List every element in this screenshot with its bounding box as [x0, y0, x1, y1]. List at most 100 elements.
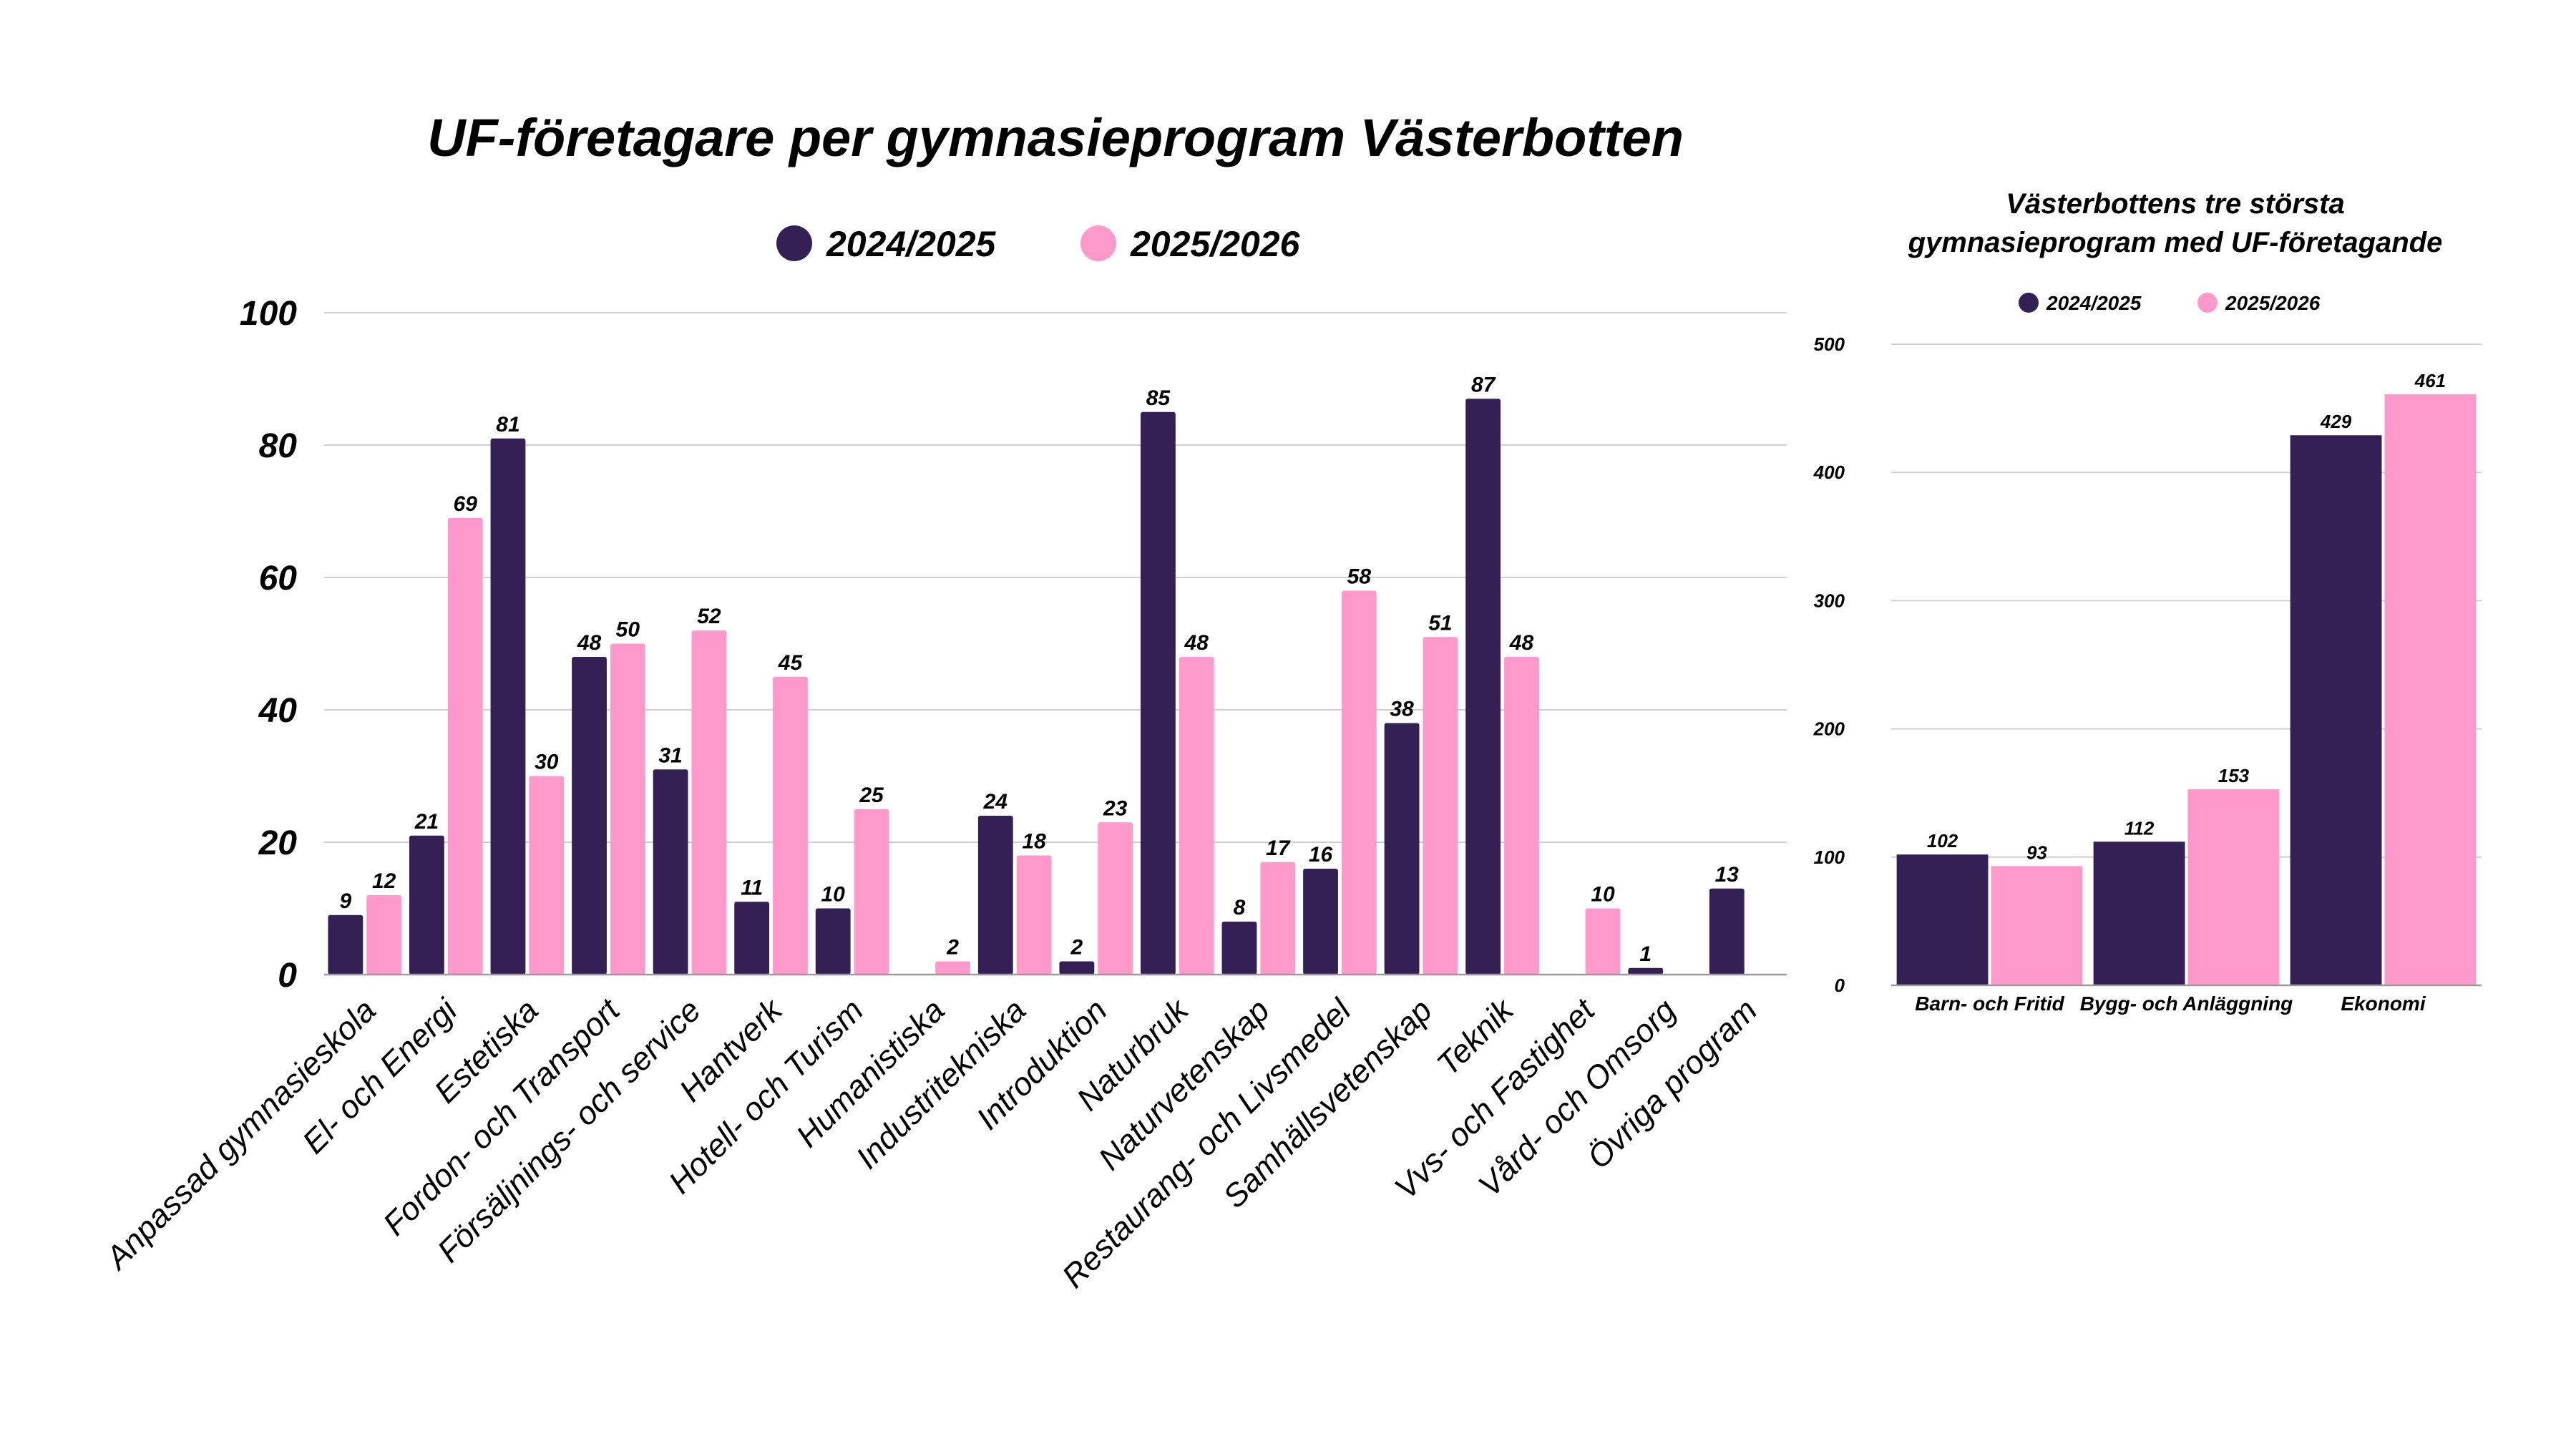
- bar-hotell-och-turism-2025-2026: [854, 809, 889, 975]
- y-tick-label: 20: [258, 824, 298, 862]
- bar-fordon-och-transport-2024-2025: [572, 657, 607, 975]
- x-tick-label-bygg-och-anlaggning: Bygg- och Anläggning: [2080, 992, 2293, 1015]
- bar-industritekniska-2024-2025: [977, 816, 1013, 975]
- legend-label-2024-2025: 2024/2025: [826, 224, 997, 264]
- data-label-hantverk-2025-2026: 45: [778, 651, 804, 675]
- bar-introduktion-2025-2026: [1098, 822, 1133, 975]
- bar-bygg-och-anlaggning-2024-2025: [2093, 841, 2185, 985]
- y-tick-label: 500: [1814, 333, 1845, 355]
- bar-restaurang-och-livsmedel-2025-2026: [1341, 590, 1377, 975]
- bar-naturvetenskap-2024-2025: [1221, 922, 1257, 975]
- bar-estetiska-2024-2025: [490, 438, 526, 975]
- data-label-hantverk-2024-2025: 11: [741, 876, 763, 899]
- y-tick-label: 80: [259, 427, 298, 465]
- y-tick-label: 100: [240, 295, 297, 333]
- data-label-vvs-och-fastighet-2025-2026: 10: [1591, 883, 1615, 907]
- bar-barn-och-fritid-2024-2025: [1896, 854, 1989, 985]
- legend-label-2025-2026: 2025/2026: [1130, 224, 1301, 264]
- bar-anpassad-gymnasieskola-2025-2026: [366, 895, 402, 975]
- data-label-anpassad-gymnasieskola-2025-2026: 12: [372, 869, 396, 893]
- data-label-ekonomi-2024-2025: 429: [2320, 411, 2352, 432]
- side-legend-marker-2024-2025: [2019, 293, 2039, 313]
- x-tick-label-barn-och-fritid: Barn- och Fritid: [1915, 992, 2064, 1015]
- bar-hantverk-2024-2025: [734, 902, 770, 975]
- bar-forsaljnings-och-service-2024-2025: [653, 769, 688, 975]
- data-label-bygg-och-anlaggning-2024-2025: 112: [2124, 817, 2155, 839]
- data-label-humanistiska-2025-2026: 2: [946, 936, 959, 960]
- data-label-forsaljnings-och-service-2024-2025: 31: [658, 743, 682, 767]
- data-label-fordon-och-transport-2024-2025: 48: [577, 631, 602, 655]
- bar-anpassad-gymnasieskola-2024-2025: [328, 914, 364, 975]
- side-legend: 2024/2025 2025/2026: [2019, 292, 2321, 314]
- x-tick-label-ekonomi: Ekonomi: [2341, 992, 2426, 1015]
- y-tick-label: 400: [1813, 462, 1845, 483]
- bar-naturbruk-2025-2026: [1179, 657, 1214, 975]
- data-label-industritekniska-2024-2025: 24: [983, 790, 1008, 814]
- y-tick-label: 300: [1814, 590, 1845, 611]
- y-tick-label: 60: [259, 560, 298, 597]
- y-tick-label: 100: [1814, 847, 1845, 868]
- bar-fordon-och-transport-2025-2026: [610, 643, 645, 975]
- data-label-restaurang-och-livsmedel-2025-2026: 58: [1347, 565, 1372, 589]
- bar-vvs-och-fastighet-2025-2026: [1585, 908, 1621, 975]
- legend-marker-2025-2026: [1080, 225, 1116, 261]
- bar-ekonomi-2024-2025: [2290, 435, 2382, 985]
- data-label-naturvetenskap-2024-2025: 8: [1234, 896, 1246, 919]
- bar-forsaljnings-och-service-2025-2026: [691, 630, 727, 975]
- bar-hantverk-2025-2026: [773, 676, 808, 975]
- bar-barn-och-fritid-2025-2026: [1991, 866, 2083, 985]
- bar-samhallsvetenskap-2024-2025: [1384, 723, 1420, 975]
- bar-hotell-och-turism-2024-2025: [815, 908, 851, 975]
- data-label-vard-och-omsorg-2024-2025: 1: [1639, 942, 1652, 966]
- side-chart-title-line-2: gymnasieprogram med UF-företagande: [1908, 227, 2443, 258]
- bar-naturbruk-2024-2025: [1141, 411, 1176, 975]
- data-label-hotell-och-turism-2024-2025: 10: [821, 883, 846, 907]
- side-legend-marker-2025-2026: [2197, 293, 2218, 313]
- bar-vard-och-omsorg-2024-2025: [1628, 967, 1664, 975]
- data-label-naturbruk-2024-2025: 85: [1146, 386, 1171, 410]
- bar-naturvetenskap-2025-2026: [1260, 862, 1296, 975]
- data-label-ovriga-program-2024-2025: 13: [1715, 863, 1740, 887]
- data-label-barn-och-fritid-2025-2026: 93: [2026, 841, 2047, 863]
- data-label-naturvetenskap-2025-2026: 17: [1266, 836, 1291, 860]
- data-label-el-och-energi-2024-2025: 21: [414, 810, 439, 834]
- data-label-estetiska-2024-2025: 81: [496, 413, 519, 436]
- side-legend-label-2025-2026: 2025/2026: [2225, 292, 2321, 314]
- bar-el-och-energi-2024-2025: [409, 835, 444, 975]
- data-label-forsaljnings-och-service-2025-2026: 52: [697, 605, 721, 628]
- data-label-samhallsvetenskap-2024-2025: 38: [1390, 698, 1414, 721]
- data-label-introduktion-2025-2026: 23: [1103, 796, 1128, 820]
- data-label-industritekniska-2025-2026: 18: [1022, 830, 1046, 854]
- data-label-introduktion-2024-2025: 2: [1070, 936, 1083, 960]
- y-tick-label: 0: [1835, 975, 1845, 996]
- y-tick-label: 40: [258, 692, 298, 730]
- data-label-fordon-och-transport-2025-2026: 50: [616, 618, 640, 642]
- bar-ovriga-program-2024-2025: [1709, 888, 1745, 975]
- data-label-restaurang-och-livsmedel-2024-2025: 16: [1309, 843, 1333, 867]
- legend-marker-2024-2025: [776, 225, 812, 261]
- data-label-ekonomi-2025-2026: 461: [2414, 370, 2446, 391]
- data-label-naturbruk-2025-2026: 48: [1184, 631, 1209, 655]
- bar-industritekniska-2025-2026: [1016, 855, 1052, 975]
- bar-restaurang-och-livsmedel-2024-2025: [1303, 869, 1338, 975]
- main-legend: 2024/2025 2025/2026: [776, 224, 1301, 264]
- bar-el-och-energi-2025-2026: [447, 517, 483, 975]
- data-label-anpassad-gymnasieskola-2024-2025: 9: [340, 889, 352, 913]
- bar-estetiska-2025-2026: [529, 776, 565, 975]
- main-chart: UF-företagare per gymnasieprogram Väster…: [97, 108, 1787, 1294]
- y-tick-label: 0: [278, 957, 297, 995]
- data-label-el-och-energi-2025-2026: 69: [454, 492, 478, 516]
- data-label-hotell-och-turism-2025-2026: 25: [859, 784, 884, 807]
- bar-teknik-2025-2026: [1504, 657, 1539, 975]
- bar-bygg-och-anlaggning-2025-2026: [2187, 789, 2280, 985]
- y-tick-label: 200: [1813, 718, 1845, 740]
- side-chart: Västerbottens tre största gymnasieprogra…: [1813, 188, 2482, 1015]
- data-label-estetiska-2025-2026: 30: [535, 751, 559, 774]
- bar-introduktion-2024-2025: [1059, 961, 1095, 975]
- data-label-teknik-2025-2026: 48: [1509, 631, 1534, 655]
- main-chart-title: UF-företagare per gymnasieprogram Väster…: [427, 108, 1684, 167]
- side-legend-label-2024-2025: 2024/2025: [2046, 292, 2142, 314]
- bar-humanistiska-2025-2026: [935, 961, 970, 975]
- side-chart-title-line-1: Västerbottens tre största: [2006, 188, 2344, 220]
